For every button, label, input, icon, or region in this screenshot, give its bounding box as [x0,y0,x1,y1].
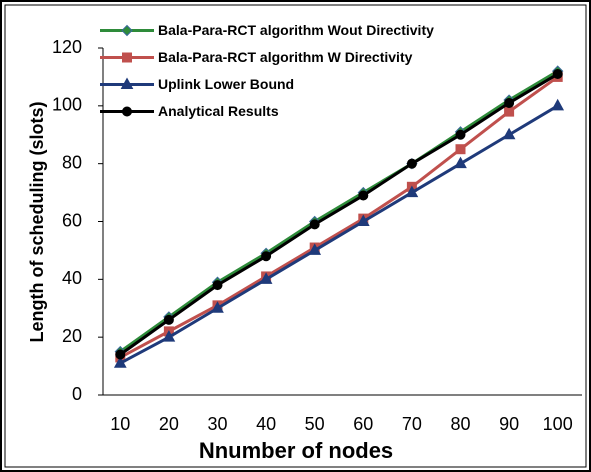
legend-marker [122,52,132,63]
legend-label: Bala-Para-RCT algorithm W Directivity [158,49,413,65]
series-line [119,75,559,359]
x-tick-label: 30 [207,414,227,434]
legend-marker [121,24,133,37]
data-point [502,127,516,140]
legend-swatch [100,24,154,37]
legend-label: Analytical Results [158,103,279,119]
x-tick-label: 80 [450,414,470,434]
x-tick-label: 60 [353,414,373,434]
data-point [504,106,515,117]
x-tick-label: 20 [159,414,179,434]
x-axis-title: Nnumber of nodes [199,438,393,463]
y-tick-label: 80 [62,152,82,172]
legend-item: Bala-Para-RCT algorithm W Directivity [98,49,503,66]
legend-marker [120,77,134,89]
legend-item: Analytical Results [98,103,503,120]
legend-swatch [100,106,154,117]
legend: Bala-Para-RCT algorithm Wout Directivity… [98,22,503,130]
legend-label: Bala-Para-RCT algorithm Wout Directivity [158,22,434,38]
data-point [211,301,224,313]
legend-label: Uplink Lower Bound [158,76,295,92]
x-tick-label: 10 [110,414,130,434]
x-tick-label: 40 [256,414,276,434]
data-point [163,314,174,325]
y-tick-label: 40 [62,268,82,288]
x-tick-label: 90 [499,414,519,434]
data-point [504,97,515,108]
data-point [358,190,369,201]
legend-swatch [100,77,154,89]
data-point [162,330,176,342]
data-point [113,356,127,368]
data-point [308,243,322,255]
legend-marker [122,106,132,117]
y-tick-label: 60 [62,210,82,230]
y-tick-label: 120 [52,37,82,57]
legend-item: Bala-Para-RCT algorithm Wout Directivity [98,22,503,39]
inner-border [4,4,587,468]
y-tick-label: 20 [62,326,82,346]
series-line [119,104,559,365]
y-tick-label: 0 [72,384,82,404]
y-axis-title: Length of scheduling (slots) [27,102,47,343]
data-point [259,272,273,284]
legend-item: Uplink Lower Bound [98,76,503,93]
data-point [309,219,320,230]
legend-swatch [100,52,154,63]
data-point [405,185,419,198]
data-point [261,251,272,262]
data-point [552,69,563,80]
data-point [406,158,417,169]
data-point [454,156,467,169]
x-tick-label: 50 [305,414,325,434]
data-point [455,129,466,140]
y-tick-label: 100 [52,95,82,115]
data-point [551,98,565,111]
data-point [455,144,466,155]
series-line [119,72,559,356]
series-line [119,69,559,353]
data-point [115,349,126,360]
data-point [212,280,223,291]
data-point [356,214,370,226]
x-tick-label: 70 [402,414,422,434]
x-tick-label: 100 [543,414,573,434]
